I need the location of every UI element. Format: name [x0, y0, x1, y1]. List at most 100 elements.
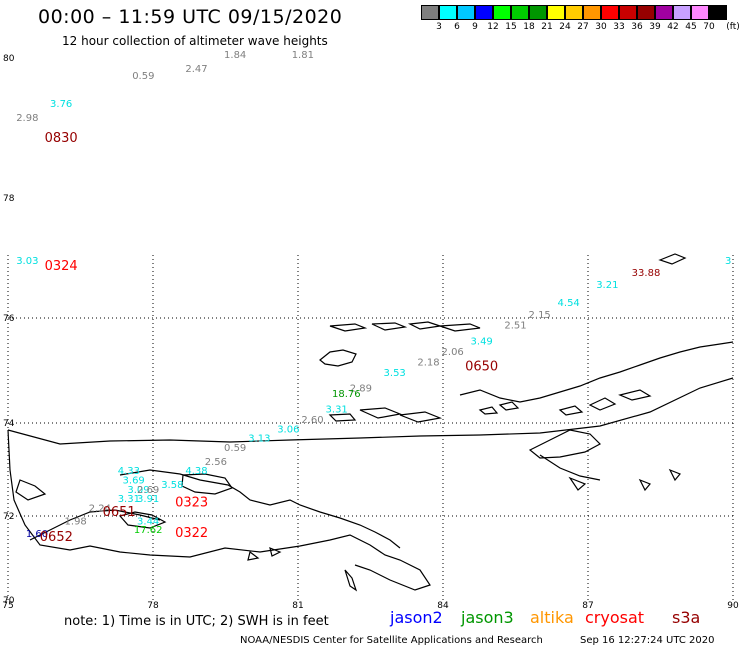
- legend-tick-label: 15: [505, 22, 517, 32]
- credit-text: NOAA/NESDIS Center for Satellite Applica…: [240, 635, 543, 646]
- longitude-tick-label: 87: [582, 601, 593, 611]
- wave-height-value: 2.24: [89, 503, 111, 514]
- wave-height-value: 2.51: [504, 321, 526, 332]
- legend-swatch: [673, 5, 691, 20]
- wave-height-value: 2.18: [417, 357, 439, 368]
- wave-height-value: 3.31: [118, 494, 140, 505]
- longitude-tick-label: 90: [727, 601, 739, 611]
- legend-tick-label: 12: [487, 22, 499, 32]
- legend-swatch: [583, 5, 601, 20]
- legend-tick-label: 24: [559, 22, 571, 32]
- observation-labels: 1.81 1.84 2.47 0.59 3.76 2.98 3.03 3 33.88 3.21 4.…: [16, 50, 731, 540]
- page-title: 00:00 – 11:59 UTC 09/15/2020: [38, 6, 343, 28]
- wave-height-value: 3: [725, 256, 731, 267]
- pass-time-label: 0322: [175, 526, 208, 541]
- satellite-name: cryosat: [585, 608, 645, 627]
- satellite-name: altika: [530, 608, 574, 627]
- pass-time-label: 0650: [465, 360, 498, 375]
- legend-tick-label: 27: [577, 22, 589, 32]
- map-grid: [7, 255, 734, 600]
- legend-tick-label: 30: [595, 22, 607, 32]
- wave-height-value: 2.89: [350, 384, 372, 395]
- wave-height-value: 2.15: [529, 310, 551, 321]
- longitude-tick-label: 78: [147, 601, 159, 611]
- legend-swatch: [439, 5, 457, 20]
- footnote: note: 1) Time is in UTC; 2) SWH is in fe…: [64, 614, 329, 629]
- wave-height-value: 3.03: [16, 256, 38, 267]
- satellite-name: jason3: [461, 608, 514, 627]
- coastline: [7, 253, 734, 592]
- wave-height-value: 1.98: [65, 516, 87, 527]
- longitude-tick-label: 84: [437, 601, 449, 611]
- longitude-tick-label: 81: [292, 601, 303, 611]
- legend-swatch: [565, 5, 583, 20]
- legend-tick-label: 21: [541, 22, 553, 32]
- legend-tick-label: 42: [667, 22, 679, 32]
- legend-swatch: [475, 5, 493, 20]
- pass-time-labels: 0830 0324 0650 0323 0651 0322 0652: [40, 131, 498, 545]
- pass-time-label: 0830: [45, 131, 78, 146]
- longitude-tick-label: 75: [2, 601, 13, 611]
- legend-swatch: [457, 5, 475, 20]
- wave-height-value: 33.88: [632, 268, 661, 279]
- wave-height-value: 4.54: [558, 298, 580, 309]
- wave-height-value: 4.33: [118, 466, 140, 477]
- wave-height-value: 3.69: [123, 475, 145, 486]
- latitude-tick-label: 76: [3, 314, 15, 324]
- latitude-tick-label: 80: [3, 54, 15, 64]
- wave-height-value: 3.09: [127, 485, 149, 496]
- wave-height-value: 1.84: [224, 50, 246, 61]
- wave-height-value: 18.76: [332, 389, 361, 400]
- latitude-tick-label: 70: [3, 596, 15, 606]
- wave-height-value: 3.31: [326, 405, 348, 416]
- wave-height-value: 3.53: [384, 368, 406, 379]
- wave-height-value: 3.13: [248, 434, 270, 445]
- pass-time-label: 0324: [45, 259, 78, 274]
- wave-height-value: 2.98: [16, 113, 38, 124]
- legend-swatch: [709, 5, 727, 20]
- wave-height-value: 3.44: [137, 516, 159, 527]
- wave-height-value: 1.81: [292, 50, 314, 61]
- legend-tick-label: 70: [703, 22, 715, 32]
- page-subtitle: 12 hour collection of altimeter wave hei…: [62, 34, 328, 48]
- legend-tick-label: 33: [613, 22, 625, 32]
- wave-height-value: 2.56: [205, 457, 227, 468]
- legend-swatch: [421, 5, 439, 20]
- legend-swatch: [655, 5, 673, 20]
- wave-height-value: 3.76: [50, 99, 72, 110]
- wave-height-value: 1.60: [26, 529, 48, 540]
- legend-swatch: [511, 5, 529, 20]
- legend-tick-label: 6: [454, 22, 460, 32]
- wave-height-value: 3.06: [277, 424, 299, 435]
- legend-swatch: [619, 5, 637, 20]
- legend-swatch: [529, 5, 547, 20]
- pass-time-label: 0651: [103, 505, 136, 520]
- legend-tick-label: 36: [631, 22, 643, 32]
- wave-height-value: 2.06: [442, 347, 464, 358]
- wave-height-value: 2.69: [137, 485, 159, 496]
- wave-height-value: 4.38: [185, 466, 207, 477]
- satellite-name: jason2: [390, 608, 443, 627]
- wave-height-value: 2.47: [185, 64, 207, 75]
- wave-height-value: 3.58: [161, 480, 183, 491]
- legend-swatch: [493, 5, 511, 20]
- latitude-tick-label: 74: [3, 419, 15, 429]
- satellite-name: s3a: [672, 608, 701, 627]
- pass-time-label: 0323: [175, 496, 208, 511]
- wave-height-value: 3.49: [471, 336, 493, 347]
- legend-unit: (ft): [726, 22, 740, 32]
- legend-swatch: [691, 5, 709, 20]
- wave-height-value: 0.59: [224, 443, 246, 454]
- wave-height-value: 3.91: [137, 494, 159, 505]
- legend-swatch: [601, 5, 619, 20]
- wave-height-value: 3.21: [596, 280, 618, 291]
- wave-height-value: 2.60: [301, 415, 323, 426]
- pass-time-label: 0652: [40, 530, 73, 545]
- latitude-tick-label: 78: [3, 194, 15, 204]
- latitude-tick-label: 72: [3, 512, 14, 522]
- wave-height-value: 0.59: [132, 71, 154, 82]
- legend-swatch: [637, 5, 655, 20]
- legend-tick-label: 39: [649, 22, 661, 32]
- legend-tick-label: 9: [472, 22, 478, 32]
